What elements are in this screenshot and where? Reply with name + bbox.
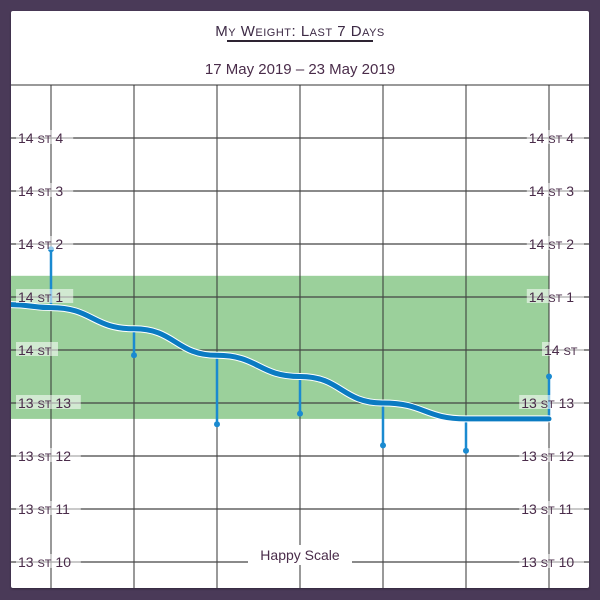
brand-bg <box>248 545 352 565</box>
y-axis-label: 14 ST 2 <box>529 236 574 252</box>
y-axis-label: 14 ST 4 <box>18 130 63 146</box>
y-axis-label: 14 ST 3 <box>529 183 574 199</box>
y-label-bg <box>526 183 584 197</box>
y-axis-label: 14 ST 1 <box>529 289 574 305</box>
chart-title: My Weight: Last 7 Days <box>215 23 385 40</box>
y-axis-label: 13 ST 12 <box>521 448 574 464</box>
y-axis-label: 13 ST 12 <box>18 448 71 464</box>
y-label-bg <box>16 342 58 356</box>
y-label-bg <box>16 289 74 303</box>
y-label-bg <box>526 130 584 144</box>
y-axis-label: 14 ST 3 <box>18 183 63 199</box>
brand-label: Happy Scale <box>260 547 340 563</box>
y-label-bg <box>16 501 81 515</box>
y-label-bg <box>526 289 584 303</box>
weigh-in-point[interactable] <box>463 447 469 454</box>
date-range: 17 May 2019 – 23 May 2019 <box>204 61 396 78</box>
y-axis-label: 14 ST 2 <box>18 236 63 252</box>
y-axis-label: 13 ST 10 <box>521 554 574 570</box>
target-band <box>11 275 549 419</box>
y-axis-labels: 14 ST 4 14 ST 4 14 ST 3 14 ST 3 14 ST 2 14 ST… <box>16 130 584 570</box>
weigh-in-point[interactable] <box>546 373 552 380</box>
y-label-bg <box>16 236 74 250</box>
y-axis-label: 13 ST 13 <box>521 395 574 411</box>
y-label-bg <box>542 342 584 356</box>
y-label-bg <box>526 236 584 250</box>
y-label-bg <box>16 395 81 409</box>
y-label-bg <box>519 395 584 409</box>
y-axis-label: 14 ST <box>544 342 578 358</box>
y-label-bg <box>16 130 74 144</box>
y-label-bg <box>519 501 584 515</box>
weigh-in-point[interactable] <box>380 442 386 449</box>
title-underline <box>227 40 373 42</box>
y-axis-label: 13 ST 11 <box>521 501 573 517</box>
y-label-bg <box>16 183 74 197</box>
y-label-bg <box>519 554 584 568</box>
y-axis-label: 14 ST 1 <box>18 289 63 305</box>
trend-line <box>11 302 552 422</box>
weigh-in-point[interactable] <box>131 352 137 359</box>
weigh-in-point[interactable] <box>297 410 303 417</box>
y-axis-label: 14 ST 4 <box>529 130 574 146</box>
y-label-bg <box>16 448 81 462</box>
y-axis-label: 13 ST 11 <box>18 501 70 517</box>
y-label-bg <box>16 554 81 568</box>
y-axis-label: 13 ST 13 <box>18 395 71 411</box>
y-axis-label: 13 ST 10 <box>18 554 71 570</box>
weigh-in-point[interactable] <box>214 421 220 428</box>
y-label-bg <box>519 448 584 462</box>
y-axis-label: 14 ST <box>18 342 52 358</box>
